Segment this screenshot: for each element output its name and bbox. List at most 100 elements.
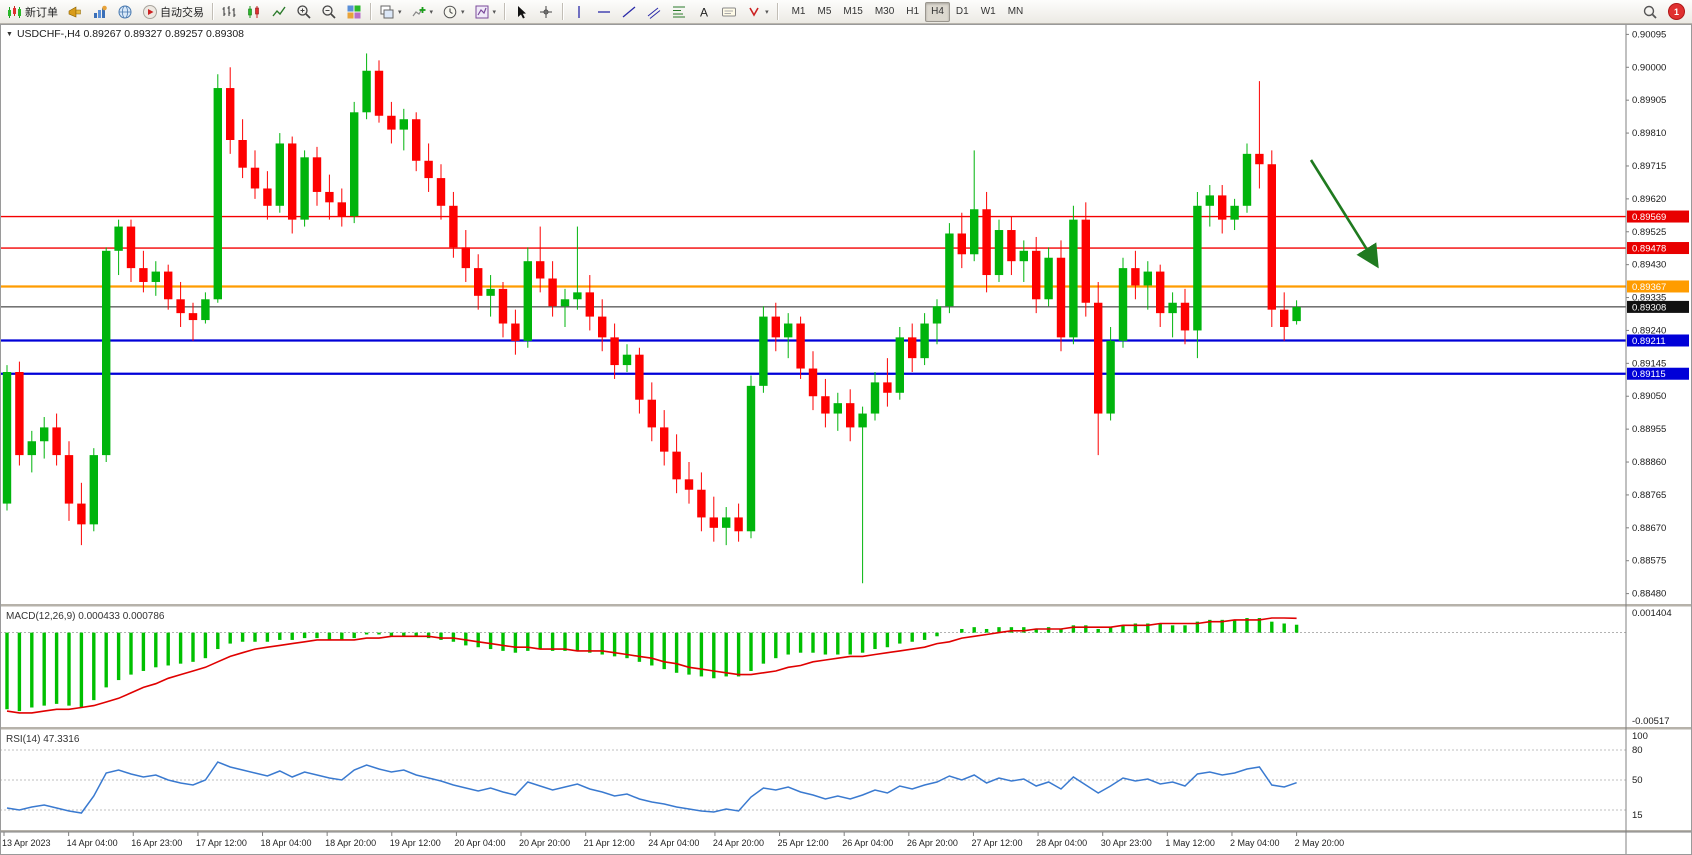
tile-windows-button[interactable] (342, 1, 366, 23)
megaphone-icon (68, 5, 81, 17)
candles-icon (248, 5, 259, 18)
svg-text:26 Apr 04:00: 26 Apr 04:00 (842, 838, 893, 848)
chart-title-text: USDCHF-,H4 0.89267 0.89327 0.89257 0.893… (16, 28, 245, 40)
svg-text:0.88765: 0.88765 (1632, 490, 1666, 501)
autotrading-button[interactable]: 自动交易 (138, 1, 208, 23)
search-button[interactable] (1638, 1, 1662, 23)
svg-text:24 Apr 20:00: 24 Apr 20:00 (713, 838, 764, 848)
timeframe-button-h1[interactable]: H1 (906, 5, 920, 17)
chart-window: 0.90095 0.90000 0.89905 0.89810 0.89715 0.896… (0, 24, 1692, 855)
text-label-button[interactable] (717, 1, 741, 23)
svg-text:0.89367: 0.89367 (1632, 282, 1666, 293)
search-icon (1643, 5, 1657, 19)
new-order-button[interactable]: 新订单 (3, 1, 62, 23)
panel-separator[interactable] (0, 727, 1692, 730)
candlestick-series (2, 53, 1301, 584)
svg-text:0.89620: 0.89620 (1632, 194, 1666, 205)
label-icon (722, 7, 737, 16)
timeframe-button-m15[interactable]: M15 (843, 5, 863, 17)
zoom-out-button[interactable] (317, 1, 341, 23)
svg-text:50: 50 (1632, 775, 1643, 786)
svg-text:21 Apr 12:00: 21 Apr 12:00 (584, 838, 635, 848)
svg-text:30 Apr 23:00: 30 Apr 23:00 (1101, 838, 1152, 848)
market-watch-button[interactable] (88, 1, 112, 23)
fibo-icon (673, 6, 686, 17)
channel-icon (647, 7, 661, 19)
svg-text:2 May 20:00: 2 May 20:00 (1295, 838, 1345, 848)
chevron-down-icon: ▾ (765, 8, 769, 16)
svg-text:17 Apr 12:00: 17 Apr 12:00 (196, 838, 247, 848)
channel-button[interactable] (642, 1, 666, 23)
templates-button[interactable]: ▾ (470, 1, 501, 23)
timeframe-button-w1[interactable]: W1 (980, 5, 996, 17)
text-button[interactable]: A (692, 1, 716, 23)
macd-signal-line (6, 617, 1297, 714)
svg-text:0.89430: 0.89430 (1632, 260, 1666, 271)
zoom-out-icon (322, 4, 336, 19)
chart-canvas[interactable]: 0.90095 0.90000 0.89905 0.89810 0.89715 0.896… (0, 24, 1692, 855)
svg-text:0.90095: 0.90095 (1632, 29, 1666, 40)
svg-text:26 Apr 20:00: 26 Apr 20:00 (907, 838, 958, 848)
price-tag-0.89569: 0.89569 (1627, 210, 1689, 223)
svg-text:27 Apr 12:00: 27 Apr 12:00 (971, 838, 1022, 848)
svg-text:15: 15 (1632, 810, 1643, 821)
macd-histogram (5, 618, 1299, 712)
svg-text:20 Apr 04:00: 20 Apr 04:00 (454, 838, 505, 848)
template-icon (475, 5, 489, 18)
svg-text:1 May 12:00: 1 May 12:00 (1165, 838, 1215, 848)
refresh-button[interactable] (113, 1, 137, 23)
horizontal-line-button[interactable] (592, 1, 616, 23)
chart-menu-icon[interactable]: ▼ (6, 30, 13, 38)
price-axis[interactable]: 0.90095 0.90000 0.89905 0.89810 0.89715 0.896… (1625, 24, 1672, 855)
svg-text:18 Apr 04:00: 18 Apr 04:00 (261, 838, 312, 848)
notifications-badge[interactable]: 1 (1668, 3, 1685, 20)
timeframe-group: M1 M5 M15 M30 H1 H4 D1 W1 MN (786, 1, 1030, 22)
panel-separator[interactable] (0, 604, 1692, 607)
toolbar-separator (212, 3, 213, 20)
toolbar-right-group: 1 (1638, 1, 1689, 23)
new-chart-button[interactable]: ▾ (375, 1, 406, 23)
hline-icon (598, 10, 611, 13)
svg-text:19 Apr 12:00: 19 Apr 12:00 (390, 838, 441, 848)
line-icon (272, 6, 286, 16)
svg-text:0.001404: 0.001404 (1632, 608, 1672, 619)
svg-text:0.89810: 0.89810 (1632, 128, 1666, 139)
market-news-button[interactable] (63, 1, 87, 23)
svg-text:16 Apr 23:00: 16 Apr 23:00 (131, 838, 182, 848)
svg-text:0.89240: 0.89240 (1632, 325, 1666, 336)
svg-text:0.89308: 0.89308 (1632, 302, 1666, 313)
svg-text:0.89335: 0.89335 (1632, 293, 1666, 304)
new-order-icon (8, 5, 21, 18)
timeframe-button-m30[interactable]: M30 (874, 5, 895, 17)
periods-button[interactable]: ▾ (438, 1, 469, 23)
timeframe-button-m5[interactable]: M5 (817, 5, 832, 17)
candlestick-chart-button[interactable] (242, 1, 266, 23)
bar-chart-button[interactable] (217, 1, 241, 23)
timeframe-button-mn[interactable]: MN (1007, 5, 1024, 17)
vertical-line-button[interactable] (567, 1, 591, 23)
indicators-button[interactable]: ▾ (407, 1, 438, 23)
svg-text:A: A (700, 5, 708, 19)
crosshair-button[interactable] (534, 1, 558, 23)
rsi-line (6, 761, 1297, 814)
trendline-button[interactable] (617, 1, 641, 23)
timeframe-button-h4[interactable]: H4 (925, 1, 950, 22)
timeframe-button-d1[interactable]: D1 (955, 5, 969, 17)
time-axis[interactable]: 13 Apr 2023 14 Apr 04:00 16 Apr 23:00 17 Ap… (0, 831, 1692, 848)
fibonacci-button[interactable] (667, 1, 691, 23)
toolbar-separator (504, 3, 506, 20)
price-tag-0.89367: 0.89367 (1627, 280, 1689, 293)
chevron-down-icon: ▾ (429, 8, 434, 16)
arrows-button[interactable]: ▾ (742, 1, 773, 23)
zoom-in-button[interactable] (292, 1, 316, 23)
price-tag-0.89478: 0.89478 (1627, 242, 1689, 255)
svg-text:0.90000: 0.90000 (1632, 62, 1666, 73)
svg-text:0.89525: 0.89525 (1632, 227, 1666, 238)
trend-arrow-annotation[interactable] (1309, 159, 1379, 269)
line-chart-button[interactable] (267, 1, 291, 23)
chevron-down-icon: ▾ (492, 8, 497, 16)
svg-text:0.89478: 0.89478 (1632, 244, 1666, 255)
cursor-button[interactable] (509, 1, 533, 23)
timeframe-button-m1[interactable]: M1 (791, 5, 806, 17)
